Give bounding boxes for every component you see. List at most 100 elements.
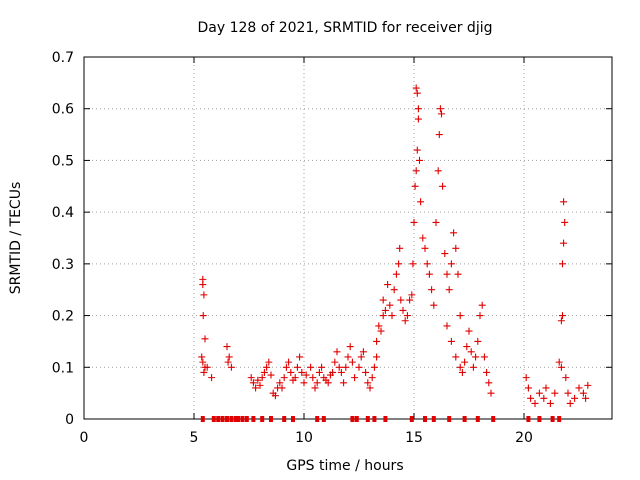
data-point (377, 327, 385, 335)
data-point (561, 218, 569, 226)
data-point (443, 270, 451, 278)
data-point (370, 363, 378, 371)
data-point (280, 374, 288, 382)
zero-point (216, 416, 221, 422)
zero-point (211, 416, 216, 422)
y-tick-label: 0 (65, 412, 74, 428)
data-point (408, 291, 416, 299)
data-point (293, 363, 301, 371)
zero-point (282, 416, 287, 422)
y-tick-label: 0.3 (52, 257, 74, 273)
zero-point (462, 416, 467, 422)
data-point (351, 374, 359, 382)
data-point (535, 389, 543, 397)
data-point (366, 384, 374, 392)
data-point (329, 368, 337, 376)
y-axis-label: SRMTID / TECUs (8, 182, 24, 295)
data-point (390, 286, 398, 294)
zero-point (236, 416, 240, 422)
axis-ticks: 0 0.1 0.2 0.3 0.4 0.5 0.6 0.7 0 5 10 15 20 (52, 50, 612, 446)
data-point (452, 244, 460, 252)
data-point (438, 110, 445, 118)
data-point (263, 363, 271, 371)
data-point (406, 296, 414, 304)
data-point (417, 198, 425, 206)
data-point (302, 371, 310, 379)
data-point (447, 337, 455, 345)
data-point (527, 394, 535, 402)
data-point (560, 239, 568, 247)
data-point (201, 335, 209, 343)
y-tick-label: 0.2 (52, 309, 74, 325)
data-point (413, 146, 421, 154)
data-point (409, 260, 417, 268)
data-point (278, 384, 286, 392)
data-point (227, 363, 235, 371)
data-point (200, 368, 208, 376)
x-tick-label: 5 (190, 430, 199, 446)
data-point (249, 379, 257, 387)
data-point (571, 394, 579, 402)
data-point (252, 384, 260, 392)
data-point (403, 312, 411, 320)
data-point (355, 363, 363, 371)
data-point (203, 363, 211, 371)
zero-point (365, 416, 370, 422)
zero-point (200, 416, 205, 422)
zero-point (260, 416, 265, 422)
data-point (425, 270, 433, 278)
data-point (557, 317, 565, 325)
data-point (379, 296, 387, 304)
data-point (456, 312, 464, 320)
data-point (199, 281, 207, 289)
data-point (410, 218, 418, 226)
data-point (456, 363, 464, 371)
data-point (200, 291, 208, 299)
zero-point (291, 416, 295, 422)
data-point (401, 317, 409, 325)
data-point (560, 198, 568, 206)
data-point (335, 363, 343, 371)
data-point (487, 389, 495, 397)
data-point (199, 312, 207, 320)
data-point (333, 348, 341, 356)
zero-point (423, 416, 427, 422)
data-point (483, 368, 491, 376)
data-point (450, 229, 458, 237)
zero-point (269, 416, 273, 422)
data-point (375, 322, 383, 330)
x-axis-label: GPS time / hours (286, 458, 403, 474)
data-point (461, 358, 469, 366)
data-point (416, 156, 423, 164)
data-point (524, 384, 532, 392)
x-tick-label: 20 (515, 430, 533, 446)
zero-point (537, 416, 542, 422)
data-point (276, 379, 284, 387)
data-point (579, 389, 587, 397)
y-tick-label: 0.1 (52, 360, 74, 376)
data-points (198, 84, 592, 422)
data-point (447, 260, 455, 268)
data-point (559, 312, 566, 320)
data-point (309, 374, 317, 382)
zero-point (229, 416, 234, 422)
data-point (562, 374, 570, 382)
data-point (434, 167, 442, 175)
data-point (531, 399, 539, 407)
data-point (318, 363, 326, 371)
data-point (285, 358, 293, 366)
data-point (315, 368, 323, 376)
data-point (324, 379, 332, 387)
zero-point (321, 416, 326, 422)
data-point (258, 374, 266, 382)
data-point (559, 260, 566, 268)
data-point (413, 89, 421, 97)
zero-point (251, 416, 256, 422)
data-point (267, 371, 275, 379)
data-point (392, 270, 400, 278)
x-tick-label: 15 (405, 430, 423, 446)
data-point (476, 312, 484, 320)
x-tick-label: 0 (80, 430, 89, 446)
x-tick-label: 10 (295, 430, 313, 446)
data-point (412, 167, 420, 175)
